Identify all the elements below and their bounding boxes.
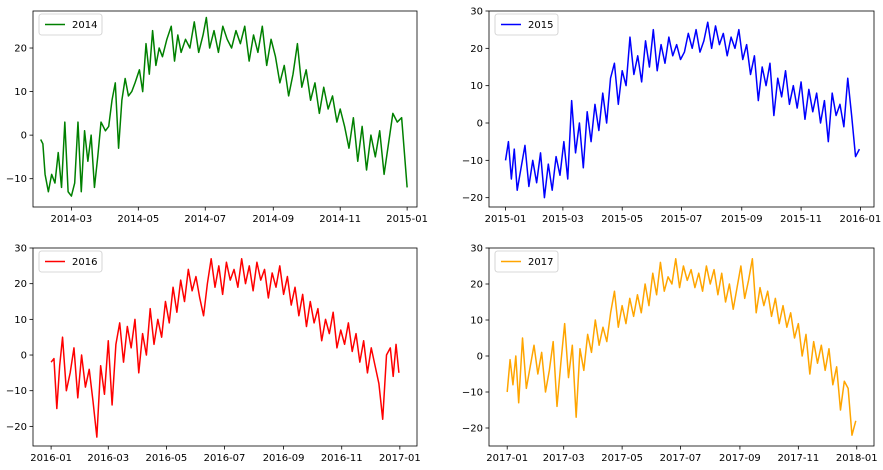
y-tick-label: 10: [470, 316, 483, 327]
x-tick-label: 2017-01: [379, 453, 421, 464]
y-tick-label: 0: [477, 352, 483, 363]
y-tick-label: 30: [470, 244, 483, 255]
legend-label: 2015: [528, 20, 553, 31]
y-tick-label: −20: [6, 422, 27, 433]
x-tick-label: 2015-03: [542, 214, 584, 225]
y-tick-label: 10: [14, 87, 27, 98]
x-tick-label: 2015-01: [485, 214, 527, 225]
y-tick-label: 20: [470, 280, 483, 291]
x-tick-label: 2017-07: [660, 453, 702, 464]
x-tick-label: 2017-01: [486, 453, 528, 464]
x-tick-label: 2015-07: [661, 214, 703, 225]
legend-label: 2017: [528, 257, 553, 268]
legend: 2014: [38, 13, 103, 36]
x-tick-label: 2015-09: [721, 214, 763, 225]
series-line-1: 2016: [50, 257, 400, 438]
y-tick-label: 0: [21, 131, 27, 142]
series-line-1: 2014: [40, 16, 408, 197]
legend-box: [38, 250, 103, 273]
legend-box: [494, 250, 559, 273]
subplot-1: 2014 2014-03 2014-05 2014-07 2014-09 2014-11 2…: [6, 10, 428, 225]
x-tick-label: 2014-11: [319, 214, 361, 225]
axes-frame: [32, 10, 418, 208]
x-tick-label: 2016-05: [146, 453, 188, 464]
x-tick-label: 2016-07: [204, 453, 246, 464]
x-tick-label: 2017-11: [777, 453, 819, 464]
y-tick-label: 0: [21, 351, 27, 362]
y-tick-label: 20: [14, 44, 27, 55]
x-tick-label: 2016-01: [30, 453, 72, 464]
x-tick-label: 2016-01: [839, 214, 881, 225]
y-tick-label: 10: [14, 315, 27, 326]
x-tick-label: 2014-05: [117, 214, 159, 225]
x-tick-label: 2014-09: [252, 214, 294, 225]
legend: 2015: [494, 13, 559, 36]
subplot-grid: 2014 2014-03 2014-05 2014-07 2014-09 2014-11 2…: [6, 7, 881, 465]
x-tick-label: 2016-11: [321, 453, 363, 464]
x-tick-label: 2014-07: [184, 214, 226, 225]
y-tick-label: −10: [462, 156, 483, 167]
x-tick-label: 2015-11: [780, 214, 822, 225]
x-tick-label: 2018-01: [836, 453, 878, 464]
x-tick-label: 2014-03: [51, 214, 93, 225]
legend-box: [494, 13, 559, 36]
axes-frame: [488, 247, 875, 447]
y-tick-label: −10: [6, 174, 27, 185]
series-line-1: 2015: [504, 21, 861, 199]
legend-box: [38, 13, 103, 36]
x-tick-label: 2015-01: [386, 214, 428, 225]
y-tick-label: 0: [477, 119, 483, 130]
legend-label: 2016: [72, 257, 97, 268]
y-tick-label: 20: [14, 279, 27, 290]
x-tick-label: 2016-03: [87, 453, 129, 464]
y-tick-label: −10: [462, 388, 483, 399]
series-line-1: 2017: [506, 258, 857, 436]
y-tick-label: −10: [6, 386, 27, 397]
y-tick-label: 30: [470, 7, 483, 18]
y-tick-label: 10: [470, 81, 483, 92]
y-tick-label: 20: [470, 44, 483, 55]
subplot-2: 2015 2015-01 2015-03 2015-05 2015-07 2015-09 2…: [462, 7, 881, 226]
x-tick-label: 2016-09: [263, 453, 305, 464]
y-tick-label: −20: [462, 193, 483, 204]
subplot-4: 2017 2017-01 2017-03 2017-05 2017-07 2017-09 2…: [462, 244, 878, 465]
axes-frame: [32, 247, 418, 447]
subplot-3: 2016 2016-01 2016-03 2016-05 2016-07 2016-09 2…: [6, 244, 421, 465]
legend-label: 2014: [72, 20, 97, 31]
legend: 2017: [494, 250, 559, 273]
x-tick-label: 2015-05: [601, 214, 643, 225]
x-tick-label: 2017-03: [543, 453, 585, 464]
x-tick-label: 2017-05: [601, 453, 643, 464]
x-tick-label: 2017-09: [719, 453, 761, 464]
y-tick-label: 30: [14, 244, 27, 255]
legend: 2016: [38, 250, 103, 273]
y-tick-label: −20: [462, 424, 483, 435]
